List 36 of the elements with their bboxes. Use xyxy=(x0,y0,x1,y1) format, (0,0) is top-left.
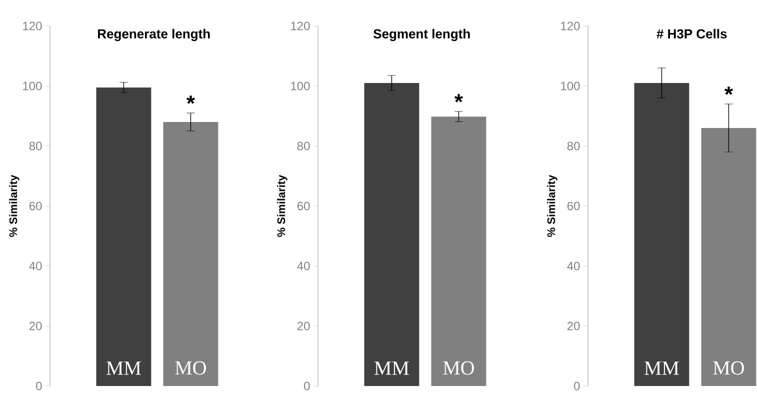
chart-title: # H3P Cells xyxy=(656,28,727,38)
y-tick-label: 100 xyxy=(291,82,310,90)
y-tick-label: 40 xyxy=(29,262,42,270)
chart-title: Regenerate length xyxy=(98,28,210,42)
y-tick-label: 0 xyxy=(36,382,42,390)
y-tick-label: 20 xyxy=(567,322,580,330)
y-tick-label: 120 xyxy=(561,22,580,30)
y-tick-label: 0 xyxy=(304,382,310,390)
x-tick-label: MO xyxy=(713,361,744,375)
y-tick-label: 20 xyxy=(297,322,310,330)
annotation: * xyxy=(186,96,195,104)
x-tick-label: MM xyxy=(644,362,679,375)
y-tick-label: 40 xyxy=(567,262,580,270)
y-axis-title: % Similarity xyxy=(9,174,20,237)
x-tick-label: MO xyxy=(175,361,206,375)
y-axis-title: % Similarity xyxy=(277,174,288,237)
y-tick-label: 60 xyxy=(297,202,310,210)
x-tick-label: MO xyxy=(443,361,474,375)
y-axis-title: % Similarity xyxy=(547,174,558,237)
annotation: * xyxy=(724,86,733,95)
annotation: * xyxy=(454,94,463,102)
y-tick-label: 40 xyxy=(297,262,310,270)
x-tick-label: MM xyxy=(106,362,141,375)
y-tick-label: 80 xyxy=(29,142,42,150)
y-tick-label: 60 xyxy=(567,202,580,210)
y-tick-label: 100 xyxy=(23,82,42,90)
y-tick-label: 60 xyxy=(29,202,42,210)
chart-title: Segment length xyxy=(373,28,470,42)
y-tick-label: 0 xyxy=(574,382,580,390)
y-tick-label: 80 xyxy=(567,142,580,150)
y-tick-label: 120 xyxy=(23,22,42,30)
y-tick-label: 80 xyxy=(297,142,310,150)
y-tick-label: 100 xyxy=(561,82,580,90)
y-tick-label: 20 xyxy=(29,322,42,330)
y-tick-label: 120 xyxy=(291,22,310,30)
x-tick-label: MM xyxy=(374,362,409,375)
